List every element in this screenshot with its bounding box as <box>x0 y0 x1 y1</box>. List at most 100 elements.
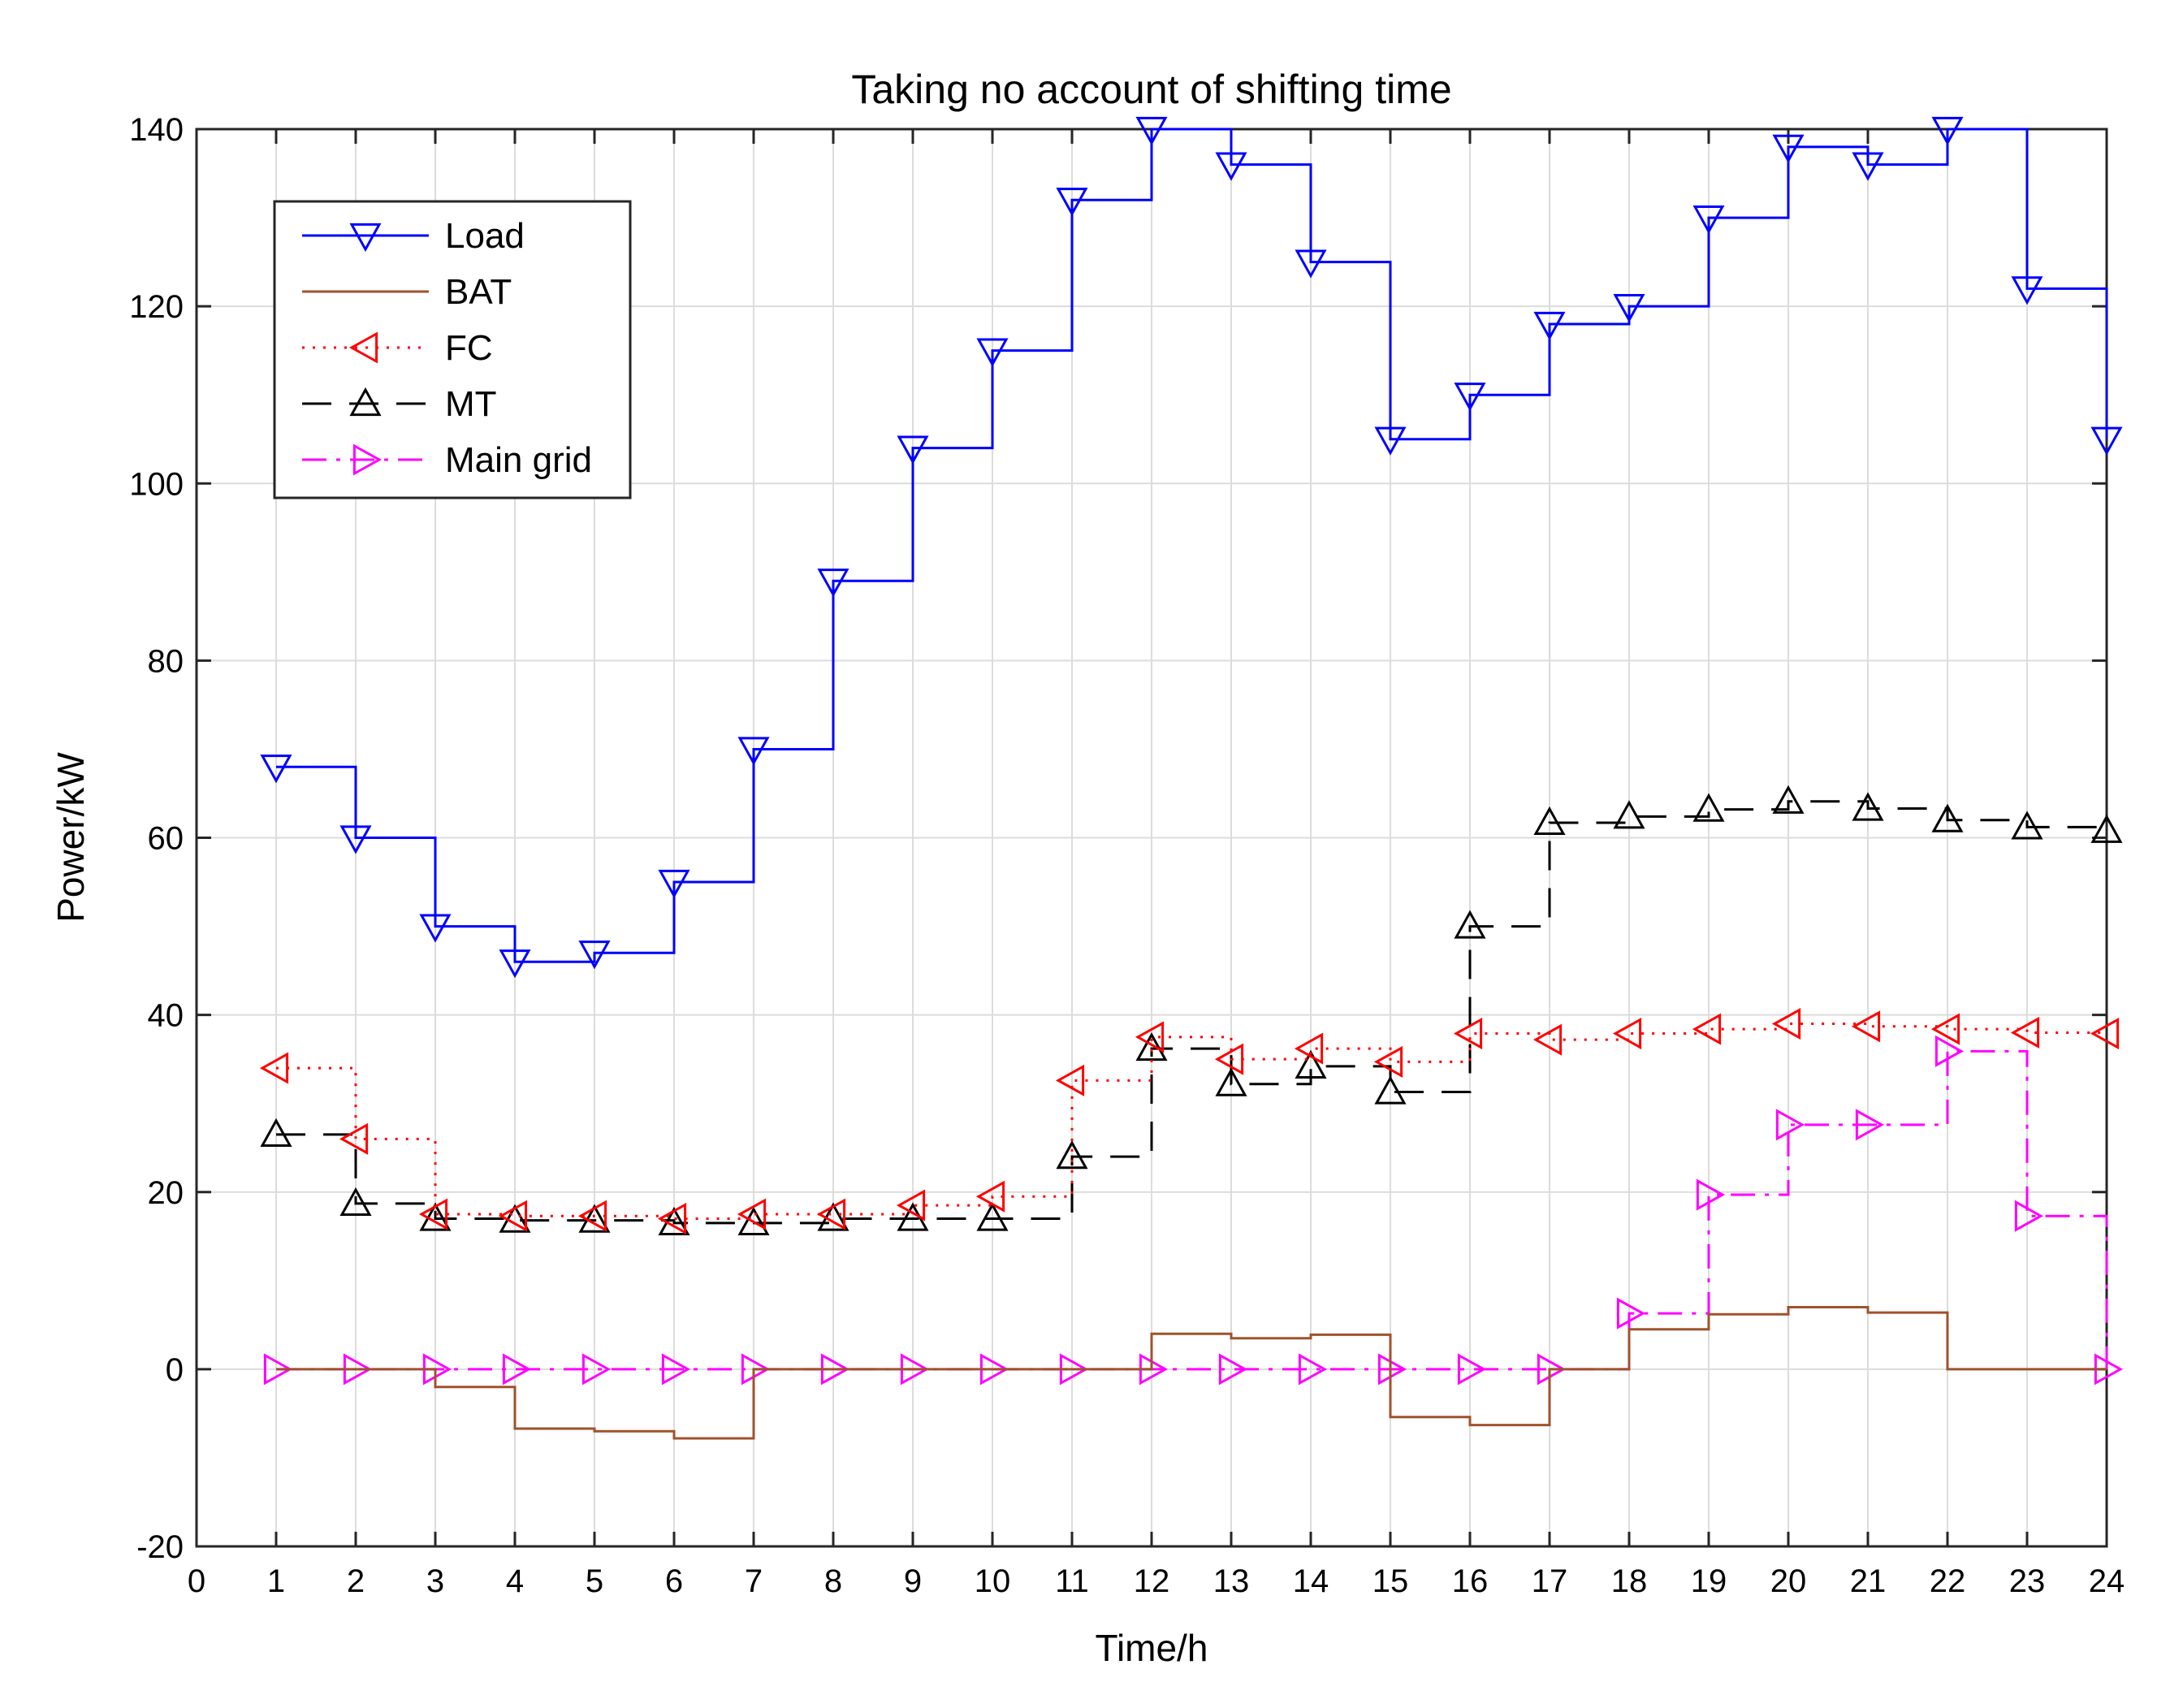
data-point-fc <box>2010 1016 2040 1049</box>
data-point-fc <box>498 1200 528 1232</box>
data-point-main-grid <box>1457 1353 1487 1386</box>
legend-marker-main-grid <box>352 443 383 476</box>
x-tick-label: 20 <box>1770 1563 1807 1599</box>
legend-label-fc: FC <box>445 328 493 368</box>
data-point-fc <box>1532 1023 1563 1056</box>
data-point-load <box>1454 383 1486 412</box>
y-tick-label: 40 <box>148 998 184 1034</box>
data-point-fc <box>1930 1013 1960 1045</box>
x-tick-label: 21 <box>1850 1563 1887 1599</box>
x-tick-label: 11 <box>1055 1563 1089 1599</box>
data-point-fc <box>1851 1010 1881 1043</box>
data-point-mt <box>1295 1049 1327 1079</box>
data-point-mt <box>1613 800 1645 829</box>
data-point-fc <box>1214 1043 1244 1075</box>
y-tick-label: 140 <box>129 112 184 148</box>
x-tick-label: 4 <box>506 1563 524 1599</box>
series-line-load <box>276 128 2108 963</box>
series-line-fc <box>276 1023 2108 1220</box>
legend-box <box>273 200 632 499</box>
data-point-load <box>1613 294 1645 323</box>
y-tick-label: 100 <box>129 466 184 502</box>
data-point-load <box>339 825 372 854</box>
data-point-fc <box>737 1198 767 1230</box>
data-point-load <box>817 569 849 598</box>
data-point-mt <box>1692 793 1725 822</box>
data-point-load <box>1295 249 1327 279</box>
data-point-fc <box>259 1052 289 1084</box>
legend: Load BAT FC MT Main grid <box>273 200 632 499</box>
x-tick-label: 15 <box>1372 1563 1409 1599</box>
data-point-load <box>260 755 292 784</box>
data-point-fc <box>816 1198 846 1230</box>
data-point-load <box>2011 276 2043 305</box>
data-point-main-grid <box>581 1353 612 1386</box>
legend-marker-fc <box>348 331 378 364</box>
data-point-load <box>1772 134 1805 163</box>
y-axis-label: Power/kW <box>50 752 92 923</box>
x-tick-label: 23 <box>2009 1563 2046 1599</box>
y-tick-label: 80 <box>148 643 184 679</box>
series-fc <box>259 1007 2120 1235</box>
data-point-load <box>658 869 690 899</box>
x-tick-label: 1 <box>267 1563 285 1599</box>
legend-label-bat: BAT <box>445 272 512 312</box>
data-point-load <box>2090 426 2123 456</box>
data-point-main-grid <box>1934 1035 1965 1067</box>
y-tick-label: 20 <box>148 1175 184 1211</box>
legend-item-bat: BAT <box>302 272 512 312</box>
data-point-fc <box>657 1202 687 1235</box>
legend-item-fc: FC <box>302 328 493 368</box>
y-tick-label: 0 <box>166 1352 184 1388</box>
x-tick-label: 2 <box>347 1563 365 1599</box>
data-point-fc <box>1453 1017 1483 1050</box>
data-point-mt <box>339 1187 372 1217</box>
x-tick-label: 7 <box>745 1563 763 1599</box>
data-point-load <box>976 338 1009 367</box>
data-point-fc <box>1692 1013 1722 1045</box>
data-point-mt <box>737 1206 770 1236</box>
series-line-bat <box>276 1306 2107 1440</box>
x-tick-label: 19 <box>1691 1563 1727 1599</box>
legend-item-main-grid: Main grid <box>302 440 592 480</box>
x-tick-label: 14 <box>1293 1563 1329 1599</box>
chart-title: Taking no account of shifting time <box>851 67 1451 112</box>
y-tick-label: 120 <box>129 289 184 325</box>
data-point-main-grid <box>1775 1109 1805 1141</box>
data-point-mt <box>2011 811 2043 840</box>
data-point-main-grid <box>1377 1353 1407 1386</box>
data-point-fc <box>1373 1045 1403 1078</box>
data-point-fc <box>975 1180 1005 1213</box>
x-tick-label: 5 <box>586 1563 603 1599</box>
data-point-mt <box>1215 1067 1247 1096</box>
data-point-mt <box>1772 785 1805 814</box>
series-line-mt <box>276 800 2108 1225</box>
data-point-mt <box>2090 814 2123 843</box>
legend-label-main-grid: Main grid <box>445 440 592 480</box>
data-point-mt <box>1533 806 1566 836</box>
data-point-fc <box>1294 1032 1324 1065</box>
data-point-fc <box>339 1122 369 1155</box>
data-point-main-grid <box>1616 1297 1646 1330</box>
data-point-mt <box>1852 792 1884 821</box>
x-tick-label: 0 <box>188 1563 205 1599</box>
data-point-load <box>499 949 531 979</box>
data-point-load <box>1215 152 1247 181</box>
data-point-main-grid <box>1696 1178 1726 1211</box>
data-point-fc <box>1612 1017 1642 1050</box>
y-axis-ticks: -20 0 20 40 60 80 100 120 140 <box>129 112 2107 1565</box>
data-point-fc <box>1135 1021 1165 1053</box>
data-point-fc <box>1055 1064 1085 1096</box>
x-tick-label: 17 <box>1532 1563 1568 1599</box>
legend-item-mt: MT <box>302 384 497 424</box>
x-tick-label: 18 <box>1611 1563 1648 1599</box>
y-tick-label: -20 <box>136 1529 184 1565</box>
x-tick-label: 22 <box>1930 1563 1966 1599</box>
data-point-main-grid <box>1855 1109 1885 1141</box>
data-point-main-grid <box>1218 1353 1248 1386</box>
x-tick-label: 6 <box>665 1563 683 1599</box>
x-tick-label: 8 <box>824 1563 842 1599</box>
x-tick-label: 13 <box>1213 1563 1250 1599</box>
data-point-fc <box>577 1200 607 1232</box>
series-load <box>260 116 2123 979</box>
